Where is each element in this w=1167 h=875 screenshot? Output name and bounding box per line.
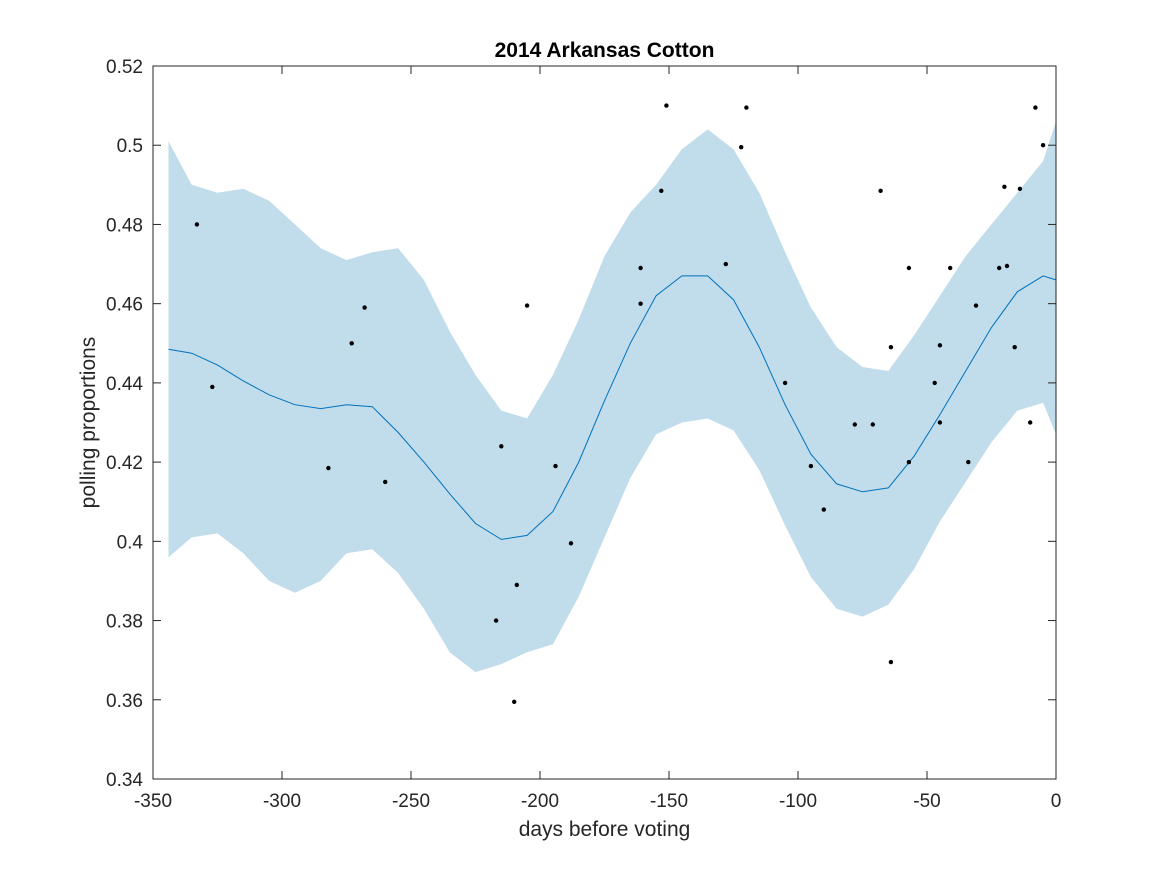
data-point: [852, 422, 857, 427]
data-point: [948, 265, 953, 271]
data-point: [512, 699, 517, 704]
data-point: [383, 479, 388, 485]
data-point: [664, 103, 669, 108]
data-point: [514, 582, 519, 588]
x-tick-label: -200: [521, 791, 559, 812]
data-point: [1040, 143, 1046, 148]
data-point: [937, 420, 943, 425]
x-tick-label: 0: [1051, 791, 1062, 812]
y-axis-label: polling proportions: [77, 337, 100, 509]
data-point: [1012, 345, 1017, 350]
data-points: [194, 103, 1046, 704]
x-tick-label: -250: [392, 791, 430, 812]
y-tick-label: 0.48: [106, 215, 143, 236]
data-point: [524, 303, 530, 308]
y-axis-ticks: 0.34 0.36 0.38 0.4 0.42 0.44 0.46 0.48 0.5 0.52: [106, 57, 1056, 791]
data-point: [1033, 105, 1038, 110]
y-tick-label: 0.38: [106, 612, 143, 633]
data-point: [1002, 184, 1007, 189]
x-axis-label: days before voting: [519, 818, 691, 841]
plot-area: [168, 103, 1057, 704]
data-point: [349, 341, 354, 346]
x-tick-label: -100: [779, 791, 817, 812]
mean-line: [168, 275, 1057, 540]
y-tick-label: 0.5: [117, 136, 143, 157]
data-point: [966, 459, 971, 465]
data-point: [723, 261, 728, 267]
data-point: [210, 384, 215, 390]
data-point: [499, 444, 504, 449]
data-point: [553, 463, 558, 469]
data-point: [1017, 186, 1023, 191]
x-tick-label: -150: [650, 791, 688, 812]
data-point: [821, 507, 826, 512]
data-point: [932, 380, 937, 386]
y-tick-label: 0.44: [106, 374, 143, 395]
data-point: [739, 145, 744, 150]
data-point: [744, 105, 749, 110]
data-point: [1004, 263, 1010, 269]
data-point: [362, 305, 367, 310]
data-point: [808, 463, 814, 469]
data-point: [782, 380, 788, 386]
data-point: [194, 222, 200, 227]
y-tick-label: 0.46: [106, 295, 143, 316]
y-tick-label: 0.42: [106, 453, 143, 474]
data-point: [888, 659, 894, 665]
data-point: [937, 343, 943, 348]
data-point: [638, 301, 643, 306]
data-point: [906, 265, 912, 271]
data-point: [870, 422, 875, 427]
data-point: [997, 265, 1002, 271]
data-point: [326, 465, 331, 471]
y-tick-label: 0.34: [106, 770, 143, 791]
x-tick-label: -300: [263, 791, 301, 812]
confidence-band: [168, 121, 1056, 673]
x-tick-label: -50: [913, 791, 940, 812]
axes-box: [152, 65, 1057, 780]
y-tick-label: 0.4: [117, 532, 144, 553]
data-point: [973, 303, 979, 308]
x-axis-ticks: -350 -300 -250 -200 -150 -100 -50 0: [134, 66, 1061, 812]
data-point: [906, 459, 912, 465]
data-point: [568, 541, 574, 546]
data-point: [638, 265, 643, 271]
data-point: [878, 188, 883, 193]
x-tick-label: -350: [134, 791, 172, 812]
y-tick-label: 0.52: [106, 57, 143, 78]
chart-title: 2014 Arkansas Cotton: [495, 39, 715, 62]
data-point: [888, 345, 894, 350]
data-point: [493, 618, 499, 623]
data-point: [1028, 420, 1033, 425]
y-tick-label: 0.36: [106, 691, 143, 712]
data-point: [659, 188, 664, 193]
